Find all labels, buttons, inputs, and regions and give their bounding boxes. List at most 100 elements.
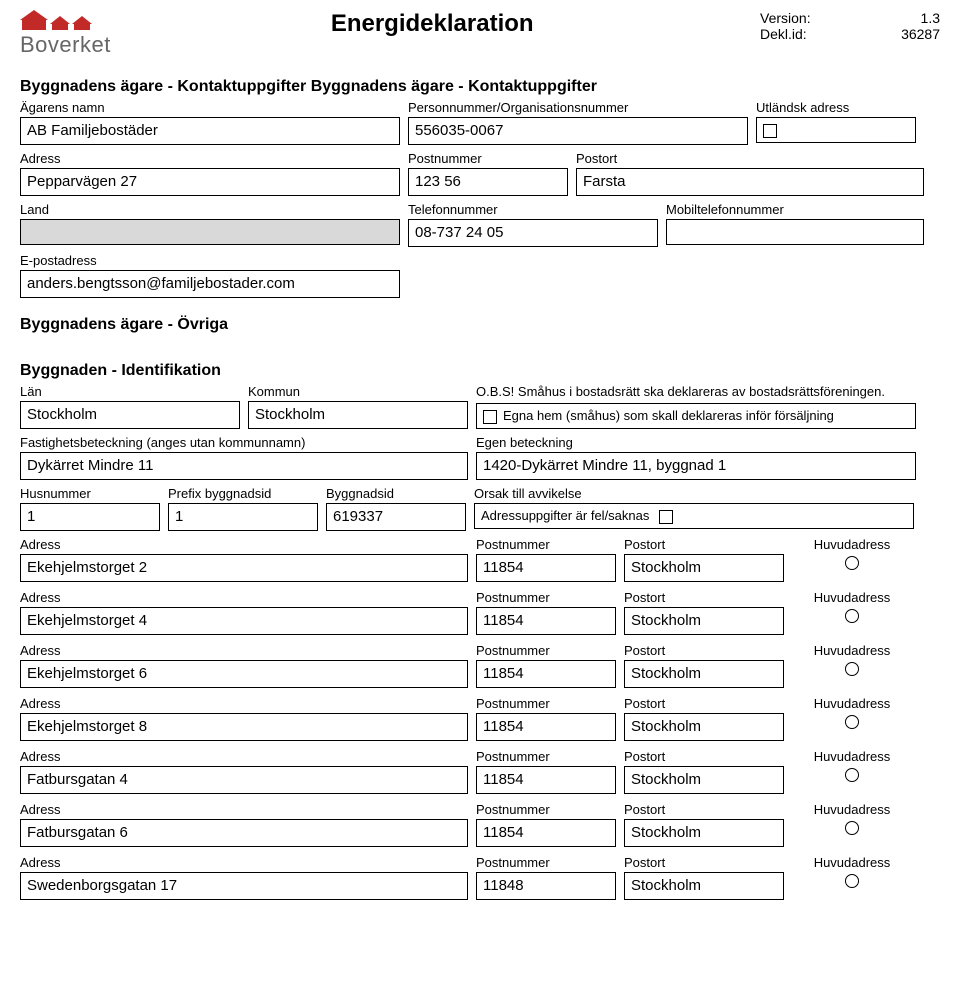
orgnr-label: Personnummer/Organisationsnummer [408, 100, 748, 115]
addr-huvud-label: Huvudadress [814, 855, 891, 870]
address-row: AdressSwedenborgsgatan 17Postnummer11848… [20, 855, 940, 900]
addr-postort-label: Postort [624, 802, 784, 817]
huvudadress-radio[interactable] [845, 556, 859, 570]
owner-mobil-label: Mobiltelefonnummer [666, 202, 924, 217]
addr-adress-value: Fatbursgatan 4 [20, 766, 468, 794]
addr-adress-value: Ekehjelmstorget 4 [20, 607, 468, 635]
addr-postnr-label: Postnummer [476, 643, 616, 658]
addr-huvud-label: Huvudadress [814, 696, 891, 711]
addr-postort-label: Postort [624, 643, 784, 658]
owner-tel-value: 08-737 24 05 [408, 219, 658, 247]
egna-hem-checkbox[interactable] [483, 410, 497, 424]
prefix-value: 1 [168, 503, 318, 531]
addr-postnr-value: 11854 [476, 766, 616, 794]
byggnadsid-value: 619337 [326, 503, 466, 531]
fastighet-label: Fastighetsbeteckning (anges utan kommunn… [20, 435, 468, 450]
deklid-value: 36287 [901, 26, 940, 42]
addr-postnr-label: Postnummer [476, 590, 616, 605]
husnr-value: 1 [20, 503, 160, 531]
logo-houses-icon [20, 10, 92, 30]
addr-postnr-value: 11854 [476, 660, 616, 688]
addr-postnr-value: 11854 [476, 554, 616, 582]
byggnadsid-label: Byggnadsid [326, 486, 466, 501]
owner-adress-value: Pepparvägen 27 [20, 168, 400, 196]
addr-postnr-value: 11854 [476, 713, 616, 741]
utlandsk-checkbox[interactable] [763, 124, 777, 138]
owner-adress-label: Adress [20, 151, 400, 166]
addr-postort-value: Stockholm [624, 660, 784, 688]
addr-adress-label: Adress [20, 537, 468, 552]
owner-land-value [20, 219, 400, 245]
owner-land-label: Land [20, 202, 400, 217]
addr-adress-value: Ekehjelmstorget 2 [20, 554, 468, 582]
fastighet-value: Dykärret Mindre 11 [20, 452, 468, 480]
deklid-label: Dekl.id: [760, 26, 807, 42]
addr-huvud-label: Huvudadress [814, 590, 891, 605]
addr-huvud-label: Huvudadress [814, 537, 891, 552]
addr-adress-label: Adress [20, 855, 468, 870]
addr-postnr-label: Postnummer [476, 749, 616, 764]
prefix-label: Prefix byggnadsid [168, 486, 318, 501]
addr-postort-value: Stockholm [624, 872, 784, 900]
addr-adress-value: Swedenborgsgatan 17 [20, 872, 468, 900]
ident-title: Byggnaden - Identifikation [20, 362, 940, 380]
owner-postnr-label: Postnummer [408, 151, 568, 166]
orsak-checkbox[interactable] [659, 510, 673, 524]
version-label: Version: [760, 10, 811, 26]
addr-adress-label: Adress [20, 643, 468, 658]
meta-block: Version: 1.3 Dekl.id: 36287 [760, 10, 940, 42]
addr-postort-value: Stockholm [624, 713, 784, 741]
address-row: AdressFatbursgatan 4Postnummer11854Posto… [20, 749, 940, 794]
addr-postort-label: Postort [624, 855, 784, 870]
title-block: Energideklaration [111, 10, 760, 38]
utlandsk-label: Utländsk adress [756, 100, 916, 115]
orsak-label: Orsak till avvikelse [474, 486, 914, 501]
address-row: AdressEkehjelmstorget 8Postnummer11854Po… [20, 696, 940, 741]
addr-adress-label: Adress [20, 696, 468, 711]
orsak-text: Adressuppgifter är fel/saknas [481, 508, 649, 524]
owner-other-title: Byggnadens ägare - Övriga [20, 316, 940, 334]
addr-huvud-label: Huvudadress [814, 643, 891, 658]
logo: Boverket [20, 10, 111, 58]
addr-postnr-label: Postnummer [476, 802, 616, 817]
husnr-label: Husnummer [20, 486, 160, 501]
owner-name-value: AB Familjebostäder [20, 117, 400, 145]
egen-value: 1420-Dykärret Mindre 11, byggnad 1 [476, 452, 916, 480]
addr-adress-value: Ekehjelmstorget 8 [20, 713, 468, 741]
huvudadress-radio[interactable] [845, 609, 859, 623]
huvudadress-radio[interactable] [845, 874, 859, 888]
owner-epost-value: anders.bengtsson@familjebostader.com [20, 270, 400, 298]
address-list: Adress Ekehjelmstorget 2 Postnummer 11854 Po… [20, 537, 940, 900]
version-value: 1.3 [921, 10, 940, 26]
addr-huvud-label: Huvudadress [814, 802, 891, 817]
huvudadress-radio[interactable] [845, 768, 859, 782]
addr-postnr-value: 11848 [476, 872, 616, 900]
obs-note: O.B.S! Småhus i bostadsrätt ska deklarer… [476, 384, 916, 399]
addr-postnr-value: 11854 [476, 607, 616, 635]
addr-postort-value: Stockholm [624, 819, 784, 847]
addr-postnr-label: Postnummer [476, 696, 616, 711]
kommun-value: Stockholm [248, 401, 468, 429]
addr-adress-value: Ekehjelmstorget 6 [20, 660, 468, 688]
addr-adress-label: Adress [20, 590, 468, 605]
owner-mobil-value [666, 219, 924, 245]
owner-epost-label: E-postadress [20, 253, 400, 268]
huvudadress-radio[interactable] [845, 821, 859, 835]
addr-postnr-value: 11854 [476, 819, 616, 847]
owner-postnr-value: 123 56 [408, 168, 568, 196]
kommun-label: Kommun [248, 384, 468, 399]
addr-postort-value: Stockholm [624, 766, 784, 794]
addr-postort-value: Stockholm [624, 554, 784, 582]
addr-postort-label: Postort [624, 749, 784, 764]
huvudadress-radio[interactable] [845, 662, 859, 676]
header: Boverket Energideklaration Version: 1.3 … [20, 10, 940, 58]
huvudadress-radio[interactable] [845, 715, 859, 729]
owner-tel-label: Telefonnummer [408, 202, 658, 217]
addr-adress-label: Adress [20, 802, 468, 817]
address-row: Adress Fatbursgatan 6 Postnummer 11854 Posto… [20, 802, 940, 847]
addr-postnr-label: Postnummer [476, 537, 616, 552]
address-row: AdressEkehjelmstorget 2Postnummer11854Po… [20, 537, 940, 582]
addr-postort-label: Postort [624, 590, 784, 605]
addr-adress-value: Fatbursgatan 6 [20, 819, 468, 847]
egen-label: Egen beteckning [476, 435, 916, 450]
